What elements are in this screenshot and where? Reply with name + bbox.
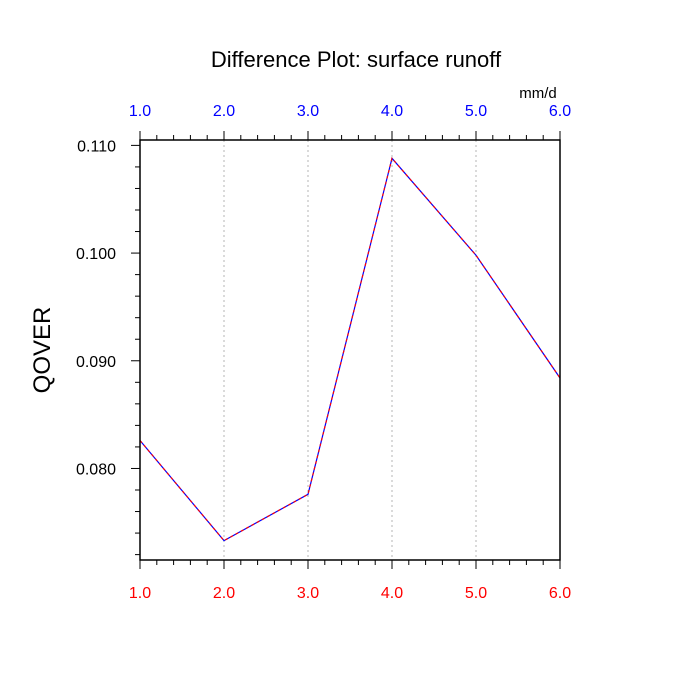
x-tick-label: 5.0 xyxy=(465,585,487,602)
top-x-tick-label: 3.0 xyxy=(297,103,319,120)
y-tick-label: 0.090 xyxy=(76,354,116,371)
y-axis-label: QOVER xyxy=(29,307,56,394)
series-line xyxy=(139,157,561,542)
y-tick-label: 0.080 xyxy=(76,461,116,478)
plot-frame xyxy=(139,139,561,561)
series-line-dash xyxy=(139,157,561,542)
units-label: mm/d xyxy=(519,85,557,102)
x-tick-label: 3.0 xyxy=(297,585,319,602)
x-tick-label: 6.0 xyxy=(549,585,571,602)
top-x-tick-label: 4.0 xyxy=(381,103,403,120)
x-tick-label: 4.0 xyxy=(381,585,403,602)
grid xyxy=(223,140,477,560)
x-tick-label: 1.0 xyxy=(129,585,151,602)
top-x-tick-label: 1.0 xyxy=(129,103,151,120)
tick-labels: 1.0 1.0 2.0 2.0 3.0 3.0 4.0 4.0 5.0 5.0 6.0 6.0 0.08… xyxy=(76,103,571,602)
x-tick-label: 2.0 xyxy=(213,585,235,602)
y-tick-label: 0.100 xyxy=(76,246,116,263)
chart-title: Difference Plot: surface runoff xyxy=(211,47,502,72)
ticks xyxy=(131,131,561,569)
top-x-tick-label: 5.0 xyxy=(465,103,487,120)
top-x-tick-label: 2.0 xyxy=(213,103,235,120)
series-layer xyxy=(139,157,561,542)
top-x-tick-label: 6.0 xyxy=(549,103,571,120)
y-tick-label: 0.110 xyxy=(77,138,116,155)
